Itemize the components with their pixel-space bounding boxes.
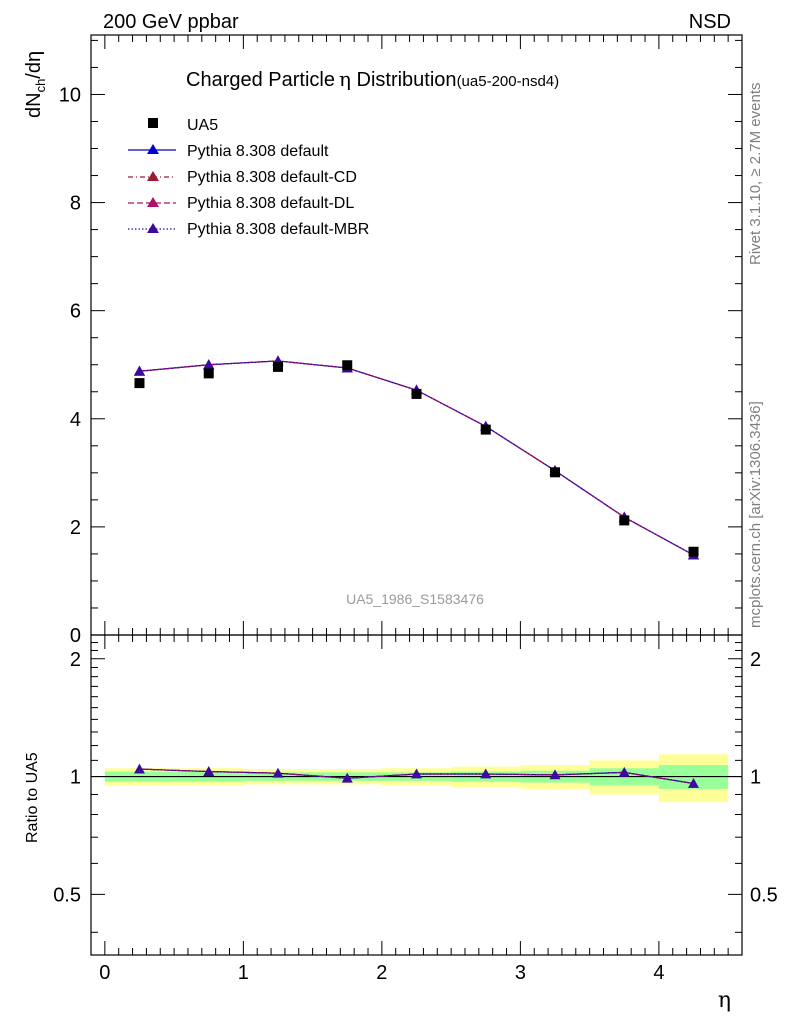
- y-tick-label-ratio-left: 1: [70, 767, 81, 789]
- ratio-marker: [203, 766, 215, 776]
- mc-marker: [133, 365, 145, 376]
- y-tick-label-ratio-right: 1: [750, 767, 761, 789]
- legend-label-mbr: Pythia 8.308 default-MBR: [187, 221, 369, 238]
- y-tick-label-main: 8: [70, 193, 81, 215]
- x-tick-label: 4: [653, 962, 664, 984]
- chart-title-id: (ua5-200-nsd4): [457, 73, 560, 90]
- y-tick-label-main: 10: [59, 84, 81, 106]
- data-marker: [342, 360, 353, 371]
- legend-marker-mbr: [147, 223, 159, 233]
- y-tick-label-main: 4: [70, 409, 81, 431]
- y-tick-label-ratio-right: 2: [750, 649, 761, 671]
- legend-marker-default: [147, 144, 159, 154]
- ratio-plot-frame: [90, 634, 743, 956]
- ratio-marker: [272, 767, 284, 778]
- legend-marker-ua5: [148, 118, 158, 128]
- ratio-series: [133, 763, 700, 788]
- y-axis-label-ratio: Ratio to UA5: [24, 752, 41, 843]
- x-tick-label: 3: [515, 962, 526, 984]
- chart-title-eta: η: [339, 67, 351, 91]
- data-marker: [272, 361, 283, 372]
- data-marker: [480, 424, 491, 435]
- legend-label-dl: Pythia 8.308 default-DL: [187, 195, 354, 212]
- header-left: 200 GeV ppbar: [103, 11, 239, 33]
- chart-title-suffix: Distribution: [351, 69, 457, 91]
- y-axis-label-main-suffix: /dη: [23, 51, 45, 79]
- legend-label-ua5: UA5: [187, 117, 218, 134]
- data-marker: [411, 388, 422, 399]
- ratio-marker: [411, 768, 422, 779]
- legend-label-default: Pythia 8.308 default: [187, 143, 329, 160]
- y-tick-label-main: 0: [70, 625, 81, 647]
- legend-marker-dl: [147, 197, 159, 207]
- y-tick-label-ratio-left: 0.5: [53, 884, 81, 906]
- ratio-marker: [133, 763, 145, 774]
- axis-ticks: [91, 35, 743, 955]
- x-tick-label: 1: [238, 962, 249, 984]
- y-axis-label-main: dNch/dη: [23, 51, 48, 118]
- data-marker: [550, 467, 561, 478]
- chart-title: Charged Particle η Distribution(ua5-200-n…: [186, 67, 559, 91]
- data-marker: [688, 546, 699, 557]
- x-tick-label: 2: [376, 962, 387, 984]
- legend-label-cd: Pythia 8.308 default-CD: [187, 169, 357, 186]
- side-label-mcplots: mcplots.cern.ch [arXiv:1306.3436]: [747, 401, 764, 628]
- data-markers: [134, 360, 699, 557]
- ratio-marker: [688, 778, 700, 788]
- mc-series-markers: [133, 355, 700, 560]
- chart-title-main: Charged Particle: [186, 69, 335, 91]
- legend-marker-cd: [147, 171, 159, 181]
- y-tick-label-ratio-right: 0.5: [750, 884, 778, 906]
- ratio-marker: [341, 772, 353, 783]
- y-tick-label-ratio-left: 2: [70, 649, 81, 671]
- x-tick-label: 0: [99, 962, 110, 984]
- x-axis-label: η: [718, 988, 731, 1013]
- header-right: NSD: [689, 11, 731, 33]
- ratio-marker: [480, 768, 492, 779]
- y-tick-label-main: 6: [70, 301, 81, 323]
- data-marker: [203, 368, 214, 379]
- y-tick-label-main: 2: [70, 517, 81, 539]
- ratio-marker: [618, 766, 630, 777]
- data-marker: [619, 515, 630, 526]
- y-axis-label-main-sub: ch: [33, 79, 48, 93]
- data-marker: [134, 378, 145, 389]
- legend: UA5 Pythia 8.308 default Pythia 8.308 de…: [128, 117, 369, 238]
- analysis-watermark: UA5_1986_S1583476: [346, 591, 484, 607]
- y-axis-label-main-prefix: dN: [23, 92, 45, 118]
- mc-marker: [203, 359, 215, 370]
- ratio-marker: [549, 769, 561, 780]
- side-label-rivet: Rivet 3.1.10, ≥ 2.7M events: [747, 83, 764, 266]
